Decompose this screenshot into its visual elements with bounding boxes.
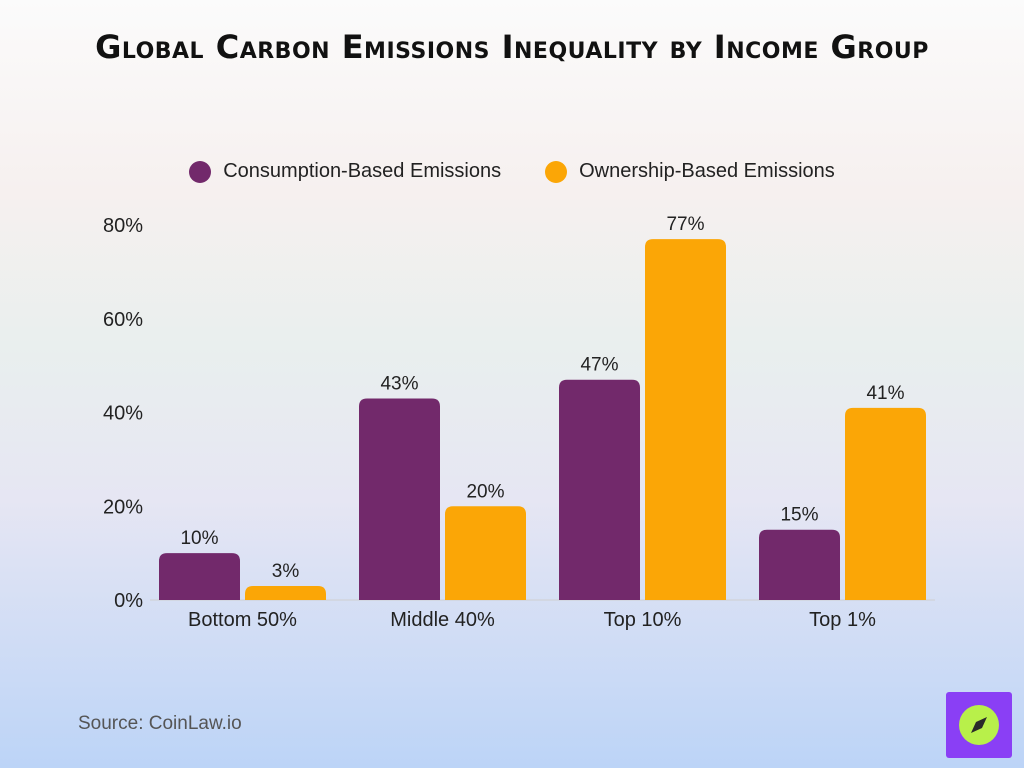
y-tick-label: 20% [103, 496, 143, 518]
legend-swatch-ownership [545, 160, 568, 183]
y-tick-label: 40% [103, 403, 143, 425]
bar-ownership [845, 407, 926, 600]
chart-legend: Consumption-Based Emissions Ownership-Ba… [0, 160, 1024, 183]
data-label: 47% [580, 355, 618, 376]
legend-label-ownership: Ownership-Based Emissions [579, 160, 835, 182]
y-tick-label: 0% [114, 590, 143, 612]
x-tick-label: Bottom 50% [188, 609, 297, 631]
data-label: 77% [666, 214, 704, 235]
bar-ownership [645, 239, 726, 600]
data-label: 3% [272, 561, 300, 582]
data-label: 20% [466, 481, 504, 502]
legend-item-consumption: Consumption-Based Emissions [189, 160, 501, 183]
y-tick-label: 60% [103, 309, 143, 331]
y-tick-label: 80% [103, 215, 143, 237]
bar-consumption [359, 398, 440, 600]
data-label: 41% [866, 383, 904, 404]
legend-swatch-consumption [189, 160, 212, 183]
bar-ownership [445, 506, 526, 600]
legend-item-ownership: Ownership-Based Emissions [545, 160, 835, 183]
source-note: Source: CoinLaw.io [78, 713, 242, 734]
brand-logo [946, 692, 1012, 758]
data-label: 10% [180, 528, 218, 549]
data-label: 15% [780, 505, 818, 526]
bar-consumption [559, 379, 640, 600]
legend-label-consumption: Consumption-Based Emissions [223, 160, 502, 182]
bar-consumption [159, 553, 240, 600]
data-label: 43% [380, 373, 418, 394]
compass-icon [959, 705, 999, 745]
bar-consumption [759, 529, 840, 600]
x-tick-label: Top 1% [809, 609, 876, 631]
chart-title: Global Carbon Emissions Inequality by In… [95, 28, 929, 66]
bar-ownership [245, 585, 326, 600]
x-tick-label: Middle 40% [390, 609, 495, 631]
x-tick-label: Top 10% [604, 609, 682, 631]
